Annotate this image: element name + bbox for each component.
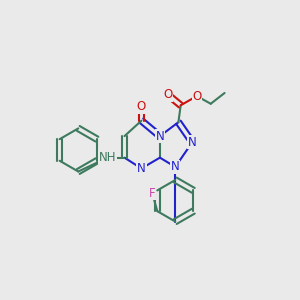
Text: N: N [188,136,197,149]
Text: O: O [163,88,172,101]
Text: F: F [149,187,155,200]
Text: N: N [155,130,164,142]
Text: O: O [192,90,202,103]
Text: O: O [137,100,146,113]
Text: N: N [171,160,180,173]
Text: NH: NH [99,151,116,164]
Text: N: N [137,162,146,175]
